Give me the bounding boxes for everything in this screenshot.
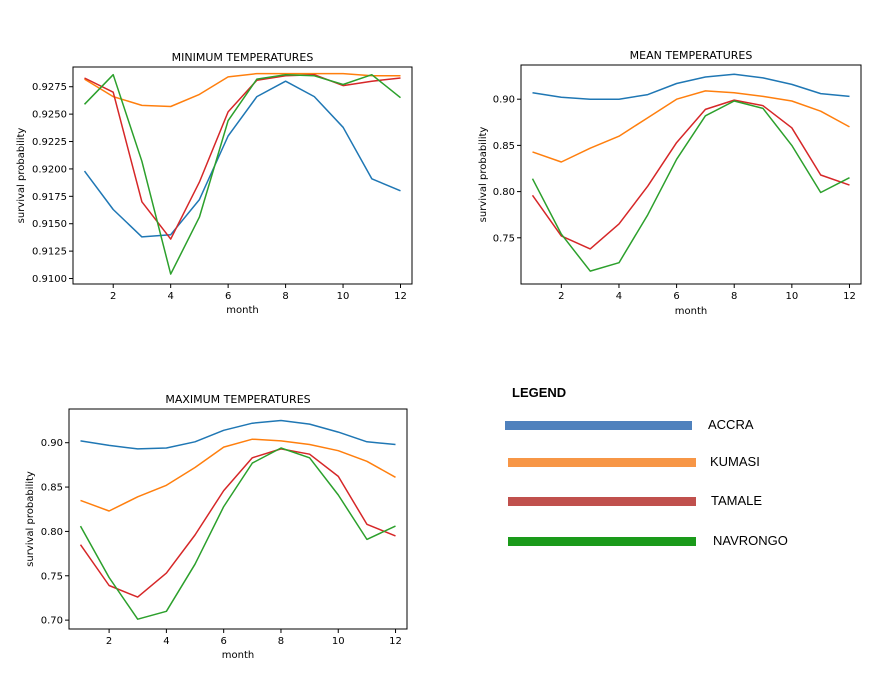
x-tick-label: 6: [673, 291, 679, 302]
x-tick-label: 12: [389, 636, 402, 647]
legend-item-tamale: TAMALE: [508, 492, 788, 512]
series-line-kumasi: [80, 438, 396, 512]
series-line-accra: [532, 73, 850, 100]
y-tick-label: 0.80: [493, 187, 515, 198]
series-line-navrongo: [83, 73, 401, 275]
y-tick-label: 0.90: [493, 95, 515, 106]
chart-title: MEAN TEMPERATURES: [630, 49, 753, 62]
series-line-navrongo: [531, 100, 850, 272]
series-line-accra: [80, 419, 396, 450]
legend-swatch-kumasi: [508, 458, 696, 467]
y-tick-label: 0.9175: [32, 192, 67, 203]
series-line-tamale: [531, 99, 850, 250]
x-tick-label: 6: [225, 291, 231, 302]
legend-label-navrongo: NAVRONGO: [713, 533, 788, 548]
y-tick-label: 0.9100: [32, 274, 67, 285]
x-tick-label: 10: [337, 291, 350, 302]
x-axis-label: month: [222, 650, 254, 661]
x-tick-label: 10: [332, 636, 345, 647]
chart-title: MINIMUM TEMPERATURES: [172, 51, 314, 64]
y-tick-label: 0.80: [41, 527, 63, 538]
legend-item-accra: ACCRA: [505, 416, 785, 436]
x-tick-label: 4: [616, 291, 622, 302]
series-line-tamale: [84, 73, 401, 240]
y-tick-label: 0.70: [41, 616, 63, 627]
x-tick-label: 2: [110, 291, 116, 302]
y-tick-label: 0.85: [41, 483, 63, 494]
x-tick-label: 2: [106, 636, 112, 647]
series-line-accra: [83, 80, 401, 238]
legend-item-navrongo: NAVRONGO: [508, 532, 798, 552]
plot-frame: [72, 66, 413, 285]
legend-label-accra: ACCRA: [708, 417, 754, 432]
plot-frame: [68, 408, 408, 630]
y-tick-label: 0.9225: [32, 137, 67, 148]
x-axis-label: month: [226, 305, 258, 316]
legend-swatch-tamale: [508, 497, 696, 506]
y-tick-label: 0.9275: [32, 82, 67, 93]
x-axis-label: month: [675, 306, 707, 317]
legend-swatch-accra: [505, 421, 692, 430]
y-tick-label: 0.9125: [32, 247, 67, 258]
y-axis-label: survival probability: [25, 471, 36, 567]
x-tick-label: 2: [558, 291, 564, 302]
x-tick-label: 6: [220, 636, 226, 647]
chart-mean-temperatures: 2 4 6 8 10 12 0.75 0.80 0.85 0.90 MEAN TEMPERATURE…: [478, 49, 862, 317]
legend-swatch-navrongo: [508, 537, 696, 546]
y-tick-label: 0.75: [41, 571, 63, 582]
x-tick-label: 8: [278, 636, 284, 647]
y-tick-label: 0.9250: [32, 110, 67, 121]
legend-item-kumasi: KUMASI: [508, 453, 788, 473]
series-line-kumasi: [532, 90, 850, 163]
legend-label-tamale: TAMALE: [711, 493, 763, 508]
chart-maximum-temperatures: 2 4 6 8 10 12 0.70 0.75 0.80 0.85 0.90 MAXIMUM TEMP…: [25, 393, 408, 661]
legend-label-kumasi: KUMASI: [710, 454, 760, 469]
y-tick-label: 0.75: [493, 233, 515, 244]
x-tick-label: 8: [282, 291, 288, 302]
x-tick-label: 12: [843, 291, 856, 302]
y-tick-label: 0.90: [41, 438, 63, 449]
x-tick-label: 4: [167, 291, 173, 302]
plot-frame: [520, 64, 862, 285]
chart-minimum-temperatures: 2 4 6 8 10 12 0.9100 0.9125 0.9150 0.9175 0.9200 0.…: [16, 51, 413, 316]
y-tick-label: 0.9200: [32, 164, 67, 175]
x-tick-label: 12: [394, 291, 407, 302]
y-tick-label: 0.9150: [32, 219, 67, 230]
y-axis-label: survival probability: [478, 127, 489, 223]
y-axis-label: survival probability: [16, 128, 27, 224]
x-tick-label: 4: [163, 636, 169, 647]
chart-title: MAXIMUM TEMPERATURES: [165, 393, 310, 406]
x-tick-label: 8: [731, 291, 737, 302]
series-line-navrongo: [79, 447, 396, 620]
x-tick-label: 10: [785, 291, 798, 302]
y-tick-label: 0.85: [493, 141, 515, 152]
series-line-kumasi: [84, 72, 401, 108]
legend-title: LEGEND: [512, 385, 567, 400]
series-line-tamale: [79, 448, 396, 598]
